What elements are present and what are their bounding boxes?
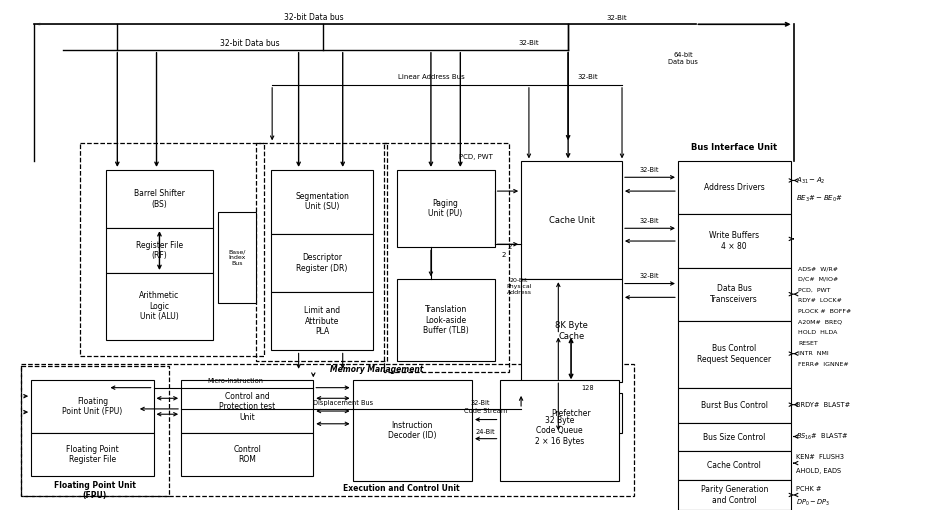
Text: 32-bit Data bus: 32-bit Data bus bbox=[284, 13, 343, 22]
Text: $A_{31} - A_2$: $A_{31} - A_2$ bbox=[797, 176, 826, 185]
Bar bbox=[521, 393, 622, 433]
Text: 32-Bit: 32-Bit bbox=[519, 40, 539, 46]
Text: Floating Point
Register File: Floating Point Register File bbox=[66, 445, 119, 465]
Bar bbox=[384, 143, 509, 372]
Text: Bus Size Control: Bus Size Control bbox=[703, 433, 765, 441]
Text: Paging
Unit (PU): Paging Unit (PU) bbox=[428, 199, 463, 218]
Text: Instruction
Decoder (ID): Instruction Decoder (ID) bbox=[388, 421, 437, 440]
Text: PCD,  PWT: PCD, PWT bbox=[799, 287, 831, 293]
Bar bbox=[678, 452, 790, 480]
Text: Prefetcher: Prefetcher bbox=[552, 409, 591, 418]
Text: Cache Unit: Cache Unit bbox=[548, 216, 595, 225]
Bar bbox=[678, 423, 790, 452]
Text: Translation
Look-aside
Buffer (TLB): Translation Look-aside Buffer (TLB) bbox=[423, 305, 468, 335]
Text: 64-bit
Data bus: 64-bit Data bus bbox=[668, 52, 698, 65]
Text: Descriptor
Register (DR): Descriptor Register (DR) bbox=[296, 253, 347, 272]
Text: A20M#  BREQ: A20M# BREQ bbox=[799, 319, 843, 324]
Bar bbox=[256, 143, 387, 361]
Bar bbox=[678, 480, 790, 510]
Bar bbox=[678, 268, 790, 321]
Bar bbox=[678, 388, 790, 423]
Text: Burst Bus Control: Burst Bus Control bbox=[701, 401, 767, 410]
Text: Memory Management: Memory Management bbox=[330, 365, 424, 374]
Text: 32-Bit: 32-Bit bbox=[640, 167, 659, 173]
Bar bbox=[181, 433, 313, 476]
Text: 32-Bit: 32-Bit bbox=[640, 273, 659, 279]
Bar bbox=[106, 273, 213, 340]
Text: $BS_{16}\#$  BLAST#: $BS_{16}\#$ BLAST# bbox=[797, 432, 849, 442]
Text: Cache Control: Cache Control bbox=[707, 461, 762, 470]
Text: Bus Interface Unit: Bus Interface Unit bbox=[691, 143, 777, 152]
Text: 32-Bit: 32-Bit bbox=[578, 74, 598, 80]
Bar bbox=[21, 366, 169, 496]
Text: Floating Point Unit
(FPU): Floating Point Unit (FPU) bbox=[54, 481, 136, 501]
Text: 24-Bit: 24-Bit bbox=[476, 430, 496, 435]
Bar bbox=[678, 321, 790, 388]
Bar bbox=[21, 364, 634, 496]
Text: Control
ROM: Control ROM bbox=[233, 445, 261, 465]
Bar bbox=[218, 212, 256, 303]
Text: Address Drivers: Address Drivers bbox=[704, 183, 764, 193]
Bar bbox=[397, 170, 495, 247]
Bar bbox=[271, 234, 373, 292]
Bar bbox=[31, 433, 153, 476]
Text: BRDY#  BLAST#: BRDY# BLAST# bbox=[797, 402, 850, 408]
Bar bbox=[397, 279, 495, 361]
Text: 32-Bit: 32-Bit bbox=[606, 15, 627, 21]
Text: 32-Bit: 32-Bit bbox=[470, 400, 489, 405]
Text: 32 Byte
Code Queue
2 × 16 Bytes: 32 Byte Code Queue 2 × 16 Bytes bbox=[535, 416, 584, 445]
Text: 32-Bit: 32-Bit bbox=[640, 218, 659, 224]
Text: AHOLD, EADS: AHOLD, EADS bbox=[797, 468, 842, 473]
Text: 20-Bit
Physical
Address: 20-Bit Physical Address bbox=[506, 279, 532, 295]
Text: Floating
Point Unit (FPU): Floating Point Unit (FPU) bbox=[62, 397, 123, 417]
Text: Displacement Bus: Displacement Bus bbox=[312, 400, 373, 405]
Text: 2: 2 bbox=[502, 252, 506, 258]
Text: ADS#  W/R#: ADS# W/R# bbox=[799, 266, 839, 271]
Text: Bus Control
Request Sequencer: Bus Control Request Sequencer bbox=[697, 345, 771, 364]
Bar bbox=[521, 161, 622, 279]
Bar bbox=[106, 170, 213, 228]
Text: Parity Generation
and Control: Parity Generation and Control bbox=[701, 485, 768, 505]
Text: 32-bit Data bus: 32-bit Data bus bbox=[220, 39, 280, 48]
Bar bbox=[106, 228, 213, 273]
Text: 8K Byte
Cache: 8K Byte Cache bbox=[555, 321, 588, 340]
Bar bbox=[271, 170, 373, 234]
Text: PCHK #: PCHK # bbox=[797, 486, 822, 492]
Text: Limit and
Attribute
PLA: Limit and Attribute PLA bbox=[304, 306, 340, 336]
Text: FERR#  IGNNE#: FERR# IGNNE# bbox=[799, 362, 849, 367]
Text: 2: 2 bbox=[507, 245, 511, 250]
Text: Code Stream: Code Stream bbox=[465, 408, 507, 414]
Text: Arithmetic
Logic
Unit (ALU): Arithmetic Logic Unit (ALU) bbox=[139, 291, 180, 321]
Text: Data Bus
Transceivers: Data Bus Transceivers bbox=[710, 284, 758, 304]
Bar bbox=[521, 279, 622, 382]
Text: Write Buffers
4 × 80: Write Buffers 4 × 80 bbox=[709, 231, 760, 251]
Bar bbox=[678, 161, 790, 214]
Text: INTR  NMI: INTR NMI bbox=[799, 351, 829, 356]
Text: Register File
(RF): Register File (RF) bbox=[136, 241, 183, 260]
Text: RESET: RESET bbox=[799, 340, 818, 346]
Text: D/C#  M/IO#: D/C# M/IO# bbox=[799, 277, 839, 282]
Text: Execution and Control Unit: Execution and Control Unit bbox=[344, 484, 460, 493]
Text: RDY#  LOCK#: RDY# LOCK# bbox=[799, 298, 843, 303]
Text: Barrel Shifter
(BS): Barrel Shifter (BS) bbox=[134, 190, 185, 209]
Text: PCD, PWT: PCD, PWT bbox=[459, 154, 493, 160]
Text: Linear Address Bus: Linear Address Bus bbox=[398, 74, 465, 80]
Text: $DP_0 - DP_3$: $DP_0 - DP_3$ bbox=[797, 497, 830, 507]
Text: Base/
Index
Bus: Base/ Index Bus bbox=[228, 249, 246, 266]
Bar bbox=[80, 143, 265, 356]
Bar bbox=[678, 214, 790, 268]
Text: KEN#  FLUSH3: KEN# FLUSH3 bbox=[797, 454, 844, 460]
Bar bbox=[500, 380, 619, 481]
Bar bbox=[352, 380, 472, 481]
Bar bbox=[271, 292, 373, 351]
Bar bbox=[181, 380, 313, 433]
Text: PLOCK #  BOFF#: PLOCK # BOFF# bbox=[799, 308, 852, 314]
Text: Segmentation
Unit (SU): Segmentation Unit (SU) bbox=[295, 192, 349, 212]
Text: 128: 128 bbox=[581, 385, 593, 391]
Text: Micro-Instruction: Micro-Instruction bbox=[207, 379, 263, 384]
Text: Control and
Protection test
Unit: Control and Protection test Unit bbox=[219, 392, 275, 422]
Text: $BE_3\# - BE_0\#$: $BE_3\# - BE_0\#$ bbox=[797, 194, 843, 203]
Bar bbox=[31, 380, 153, 433]
Text: HOLD  HLDA: HOLD HLDA bbox=[799, 330, 838, 335]
